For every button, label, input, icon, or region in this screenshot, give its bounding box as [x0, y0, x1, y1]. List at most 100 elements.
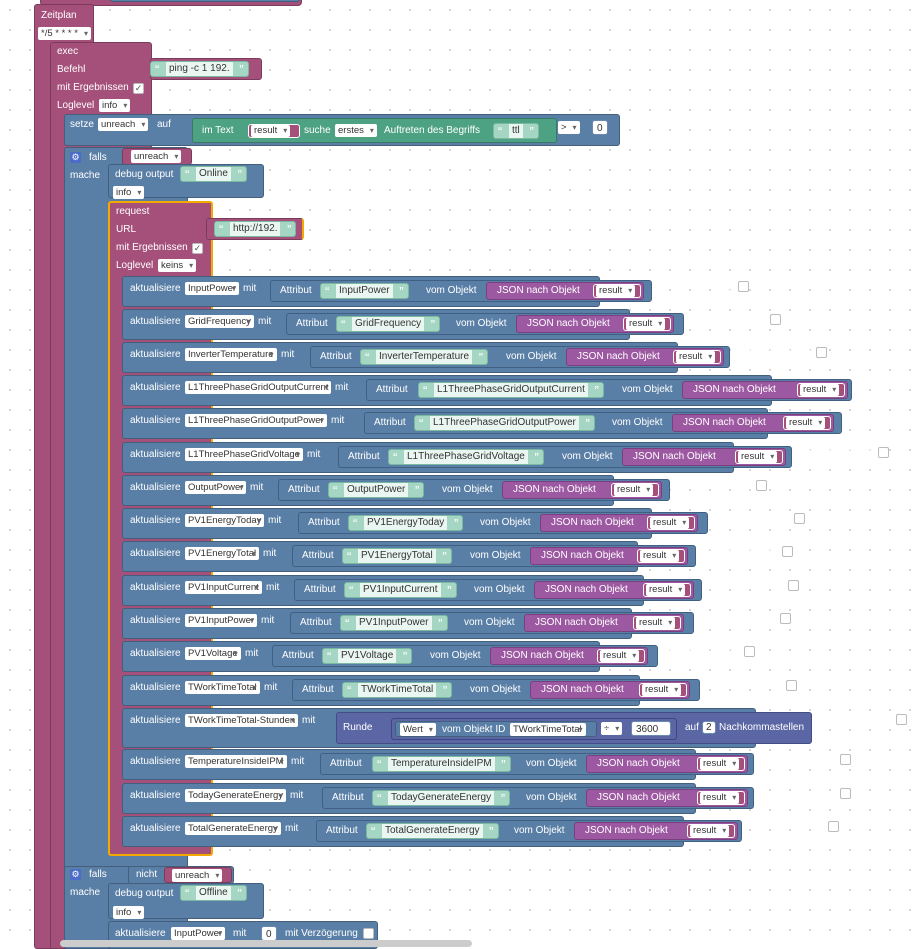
debug-online-string[interactable]: Online — [180, 166, 247, 182]
json-result-var[interactable]: result — [597, 649, 645, 663]
debug2-level-dropdown[interactable]: info — [113, 906, 145, 919]
debug-level-dropdown[interactable]: info — [113, 186, 145, 199]
gear-icon[interactable]: ⚙ — [70, 152, 81, 163]
if2-condition-var[interactable]: unreach — [164, 867, 232, 883]
json-to-object-block[interactable]: JSON nach Objekt result — [530, 681, 690, 699]
json-result-var[interactable]: result — [697, 791, 745, 805]
update-object-dropdown[interactable]: PV1Voltage — [185, 647, 241, 660]
attribute-name-string[interactable]: PV1InputPower — [340, 615, 448, 631]
json-to-object-block[interactable]: JSON nach Objekt result — [622, 448, 786, 466]
json-result-var[interactable]: result — [611, 483, 659, 497]
attribute-name-string[interactable]: TotalGenerateEnergy — [366, 823, 499, 839]
delay-checkbox[interactable] — [770, 314, 781, 325]
json-result-var[interactable]: result — [643, 583, 691, 597]
json-to-object-block[interactable]: JSON nach Objekt result — [502, 481, 662, 499]
upd2-object-dropdown[interactable]: InputPower — [171, 927, 226, 940]
json-result-var[interactable]: result — [697, 757, 745, 771]
delay-checkbox[interactable] — [840, 754, 851, 765]
update-object-dropdown[interactable]: TWorkTimeTotal-Stunden — [185, 714, 299, 727]
update-object-dropdown[interactable]: PV1InputCurrent — [185, 581, 262, 594]
update-object-dropdown[interactable]: L1ThreePhaseGridOutputCurrent — [185, 381, 332, 394]
text-result-var[interactable]: result — [248, 124, 300, 138]
attribute-name-string[interactable]: PV1EnergyTotal — [342, 548, 452, 564]
text-term-string[interactable]: ttl — [493, 123, 539, 139]
json-to-object-block[interactable]: JSON nach Objekt result — [682, 381, 848, 399]
request-with-results-checkbox[interactable]: ✓ — [192, 243, 203, 254]
json-to-object-block[interactable]: JSON nach Objekt result — [516, 315, 674, 333]
delay-checkbox[interactable] — [828, 821, 839, 832]
attribute-name-string[interactable]: PV1Voltage — [322, 648, 413, 664]
json-to-object-block[interactable]: JSON nach Objekt result — [540, 514, 698, 532]
json-to-object-block[interactable]: JSON nach Objekt result — [566, 348, 724, 366]
attribute-name-string[interactable]: OutputPower — [328, 482, 425, 498]
update-object-dropdown[interactable]: TodayGenerateEnergy — [185, 789, 287, 802]
horizontal-scrollbar[interactable] — [60, 940, 472, 947]
json-to-object-block[interactable]: JSON nach Objekt result — [574, 822, 738, 840]
decimal-places-field[interactable]: 2 — [702, 721, 716, 734]
update-object-dropdown[interactable]: GridFrequency — [185, 315, 254, 328]
json-result-var[interactable]: result — [673, 350, 721, 364]
request-loglevel-dropdown[interactable]: keins — [158, 259, 197, 272]
schedule-cron-field[interactable]: */5 * * * * — [38, 27, 91, 40]
compare-operator-dropdown[interactable]: > — [558, 121, 580, 134]
exec-command-string[interactable]: ping -c 1 192. — [150, 61, 249, 77]
attribute-name-string[interactable]: L1ThreePhaseGridOutputPower — [414, 415, 595, 431]
delay-checkbox[interactable] — [782, 546, 793, 557]
update-object-dropdown[interactable]: InverterTemperature — [185, 348, 277, 361]
update-object-dropdown[interactable]: PV1EnergyTotal — [185, 547, 260, 560]
json-to-object-block[interactable]: JSON nach Objekt result — [586, 789, 748, 807]
math-operator-dropdown[interactable]: ÷ — [601, 722, 623, 735]
delay-checkbox[interactable] — [840, 788, 851, 799]
json-to-object-block[interactable]: JSON nach Objekt result — [534, 581, 694, 599]
exec-loglevel-dropdown[interactable]: info — [99, 99, 131, 112]
divisor-field[interactable]: 3600 — [631, 721, 671, 736]
json-result-var[interactable]: result — [783, 416, 831, 430]
upd2-value-field[interactable]: 0 — [261, 926, 277, 941]
round-block[interactable]: Runde Wert vom Objekt ID TWorkTimeTotal ÷ 360… — [336, 712, 812, 744]
update-object-dropdown[interactable]: TemperatureInsideIPM — [185, 755, 287, 768]
json-result-var[interactable]: result — [633, 616, 681, 630]
update-object-dropdown[interactable]: L1ThreePhaseGridOutputPower — [185, 414, 327, 427]
delay-checkbox[interactable] — [780, 613, 791, 624]
attribute-name-string[interactable]: InverterTemperature — [360, 349, 489, 365]
json-result-var[interactable]: result — [593, 284, 641, 298]
update-object-dropdown[interactable]: PV1EnergyToday — [185, 514, 265, 527]
upd2-delay-checkbox[interactable] — [363, 928, 374, 939]
delay-checkbox[interactable] — [896, 714, 907, 725]
text-search-block[interactable]: im Text result suche erstes Auftreten de… — [192, 118, 557, 143]
set-variable-dropdown[interactable]: unreach — [98, 118, 149, 131]
delay-checkbox[interactable] — [744, 646, 755, 657]
json-to-object-block[interactable]: JSON nach Objekt result — [530, 547, 688, 565]
json-to-object-block[interactable]: JSON nach Objekt result — [672, 414, 834, 432]
update-object-dropdown[interactable]: TWorkTimeTotal — [185, 681, 260, 694]
update-object-dropdown[interactable]: L1ThreePhaseGridVoltage — [185, 448, 303, 461]
top-stub-block[interactable] — [40, 0, 302, 6]
update-object-dropdown[interactable]: TotalGenerateEnergy — [185, 822, 281, 835]
delay-checkbox[interactable] — [738, 281, 749, 292]
json-result-var[interactable]: result — [735, 450, 783, 464]
attribute-name-string[interactable]: TWorkTimeTotal — [342, 682, 453, 698]
delay-checkbox[interactable] — [794, 513, 805, 524]
json-to-object-block[interactable]: JSON nach Objekt result — [524, 614, 684, 632]
attribute-name-string[interactable]: TodayGenerateEnergy — [372, 790, 511, 806]
json-to-object-block[interactable]: JSON nach Objekt result — [490, 647, 648, 665]
attribute-name-string[interactable]: L1ThreePhaseGridOutputCurrent — [418, 382, 604, 398]
object-value-block[interactable]: Wert vom Objekt ID TWorkTimeTotal — [395, 721, 597, 737]
json-result-var[interactable]: result — [687, 824, 735, 838]
delay-checkbox[interactable] — [816, 347, 827, 358]
text-which-dropdown[interactable]: erstes — [335, 124, 377, 137]
attribute-name-string[interactable]: PV1InputCurrent — [344, 582, 457, 598]
object-id-field[interactable]: TWorkTimeTotal — [510, 723, 586, 736]
attribute-name-string[interactable]: TemperatureInsideIPM — [372, 756, 511, 772]
if-condition-var[interactable]: unreach — [122, 148, 192, 165]
compare-value-field[interactable]: 0 — [592, 120, 608, 135]
json-result-var[interactable]: result — [637, 549, 685, 563]
exec-with-results-checkbox[interactable]: ✓ — [133, 83, 144, 94]
json-result-var[interactable]: result — [797, 383, 845, 397]
json-to-object-block[interactable]: JSON nach Objekt result — [586, 755, 748, 773]
update-object-dropdown[interactable]: InputPower — [185, 282, 240, 295]
delay-checkbox[interactable] — [878, 447, 889, 458]
attribute-name-string[interactable]: L1ThreePhaseGridVoltage — [388, 449, 544, 465]
json-result-var[interactable]: result — [647, 516, 695, 530]
delay-checkbox[interactable] — [786, 680, 797, 691]
